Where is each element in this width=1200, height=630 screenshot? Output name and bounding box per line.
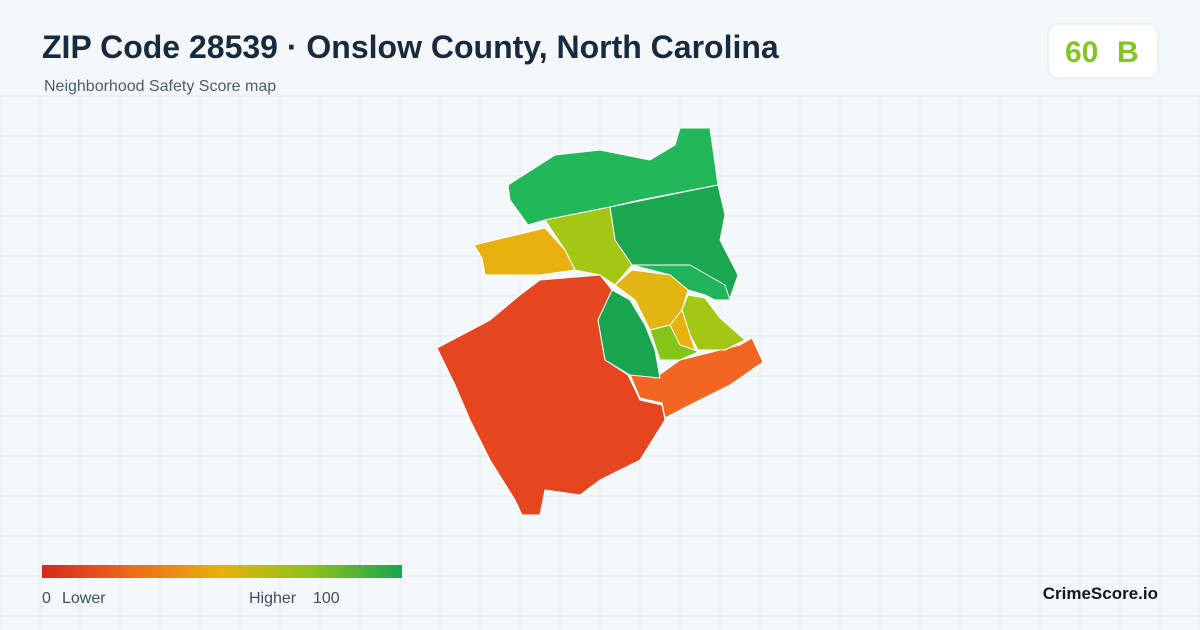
brand: CrimeScore.io [1043,584,1158,603]
grid [0,95,1200,630]
legend-max: 100 [313,590,340,607]
legend-max-label: Higher [249,590,297,607]
subtitle: Neighborhood Safety Score map [44,78,276,95]
region [597,289,661,379]
legend-gradient [42,565,402,578]
score: 60 [1065,36,1098,69]
region [436,274,666,516]
region [507,127,719,226]
score-badge [1047,23,1159,79]
map [436,127,764,516]
region [669,309,696,351]
legend-min-label: Lower [62,590,106,607]
title: ZIP Code 28539 · Onslow County, North Ca… [42,29,779,65]
region [473,227,576,276]
grade: B [1117,36,1139,69]
legend-min: 0 [42,590,51,607]
region [627,337,764,419]
